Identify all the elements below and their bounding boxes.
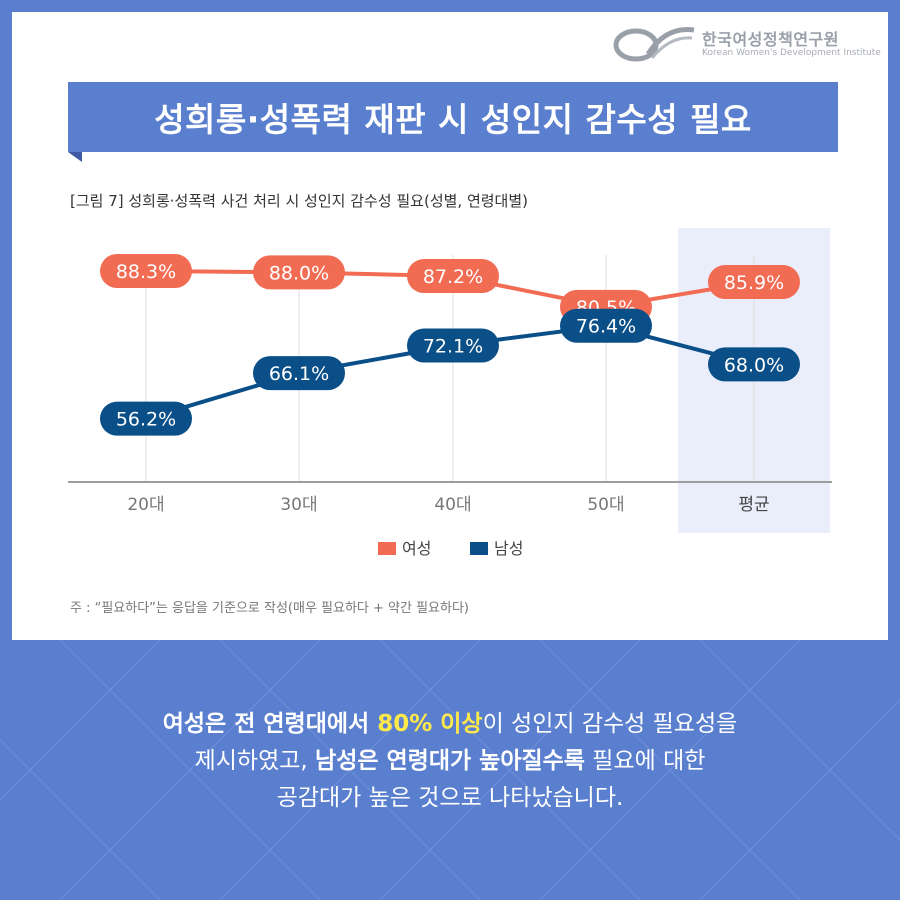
x-tick-label-0: 20대 xyxy=(127,495,164,515)
x-tick-label-4: 평균 xyxy=(738,495,769,515)
data-point-1-3 xyxy=(560,308,652,343)
x-tick-label-3: 50대 xyxy=(587,495,624,515)
data-point-0-0 xyxy=(100,254,192,288)
logo-name-en: Korean Women's Development Institute xyxy=(702,48,881,58)
data-label-0-2: 87.2% xyxy=(423,266,483,288)
summary-line-3: 공감대가 높은 것으로 나타났습니다. xyxy=(276,785,624,811)
kwdi-logo: 한국여성정책연구원 Korean Women's Development Ins… xyxy=(608,22,881,72)
legend-swatch-1 xyxy=(470,542,488,555)
summary-text: 여성은 전 연령대에서 80% 이상이 성인지 감수성 필요성을 제시하였고, … xyxy=(40,706,860,817)
data-point-1-4 xyxy=(708,347,800,382)
kwdi-logo-icon xyxy=(613,27,695,62)
data-label-0-4: 85.9% xyxy=(724,272,784,294)
summary-line-2: 제시하였고, 남성은 연령대가 높아질수록 필요에 대한 xyxy=(194,748,706,774)
logo-name-kr: 한국여성정책연구원 xyxy=(702,30,839,49)
page-title: 성희롱·성폭력 재판 시 성인지 감수성 필요 xyxy=(68,82,838,152)
x-tick-label-1: 30대 xyxy=(280,495,317,515)
data-label-1-0: 56.2% xyxy=(116,409,176,431)
legend-swatch-0 xyxy=(378,542,396,555)
data-label-1-2: 72.1% xyxy=(423,336,483,358)
summary-highlight: 80% 이상 xyxy=(377,711,483,737)
data-point-1-0 xyxy=(100,401,192,436)
legend-label-1: 남성 xyxy=(494,539,523,558)
x-tick-label-2: 40대 xyxy=(434,495,471,515)
data-point-0-2 xyxy=(407,259,499,294)
data-point-1-2 xyxy=(407,328,499,363)
title-fold-decoration xyxy=(68,152,82,162)
data-label-1-3: 76.4% xyxy=(576,316,636,338)
data-label-0-0: 88.3% xyxy=(116,261,176,283)
data-point-0-4 xyxy=(708,265,800,300)
data-point-1-1 xyxy=(253,356,345,391)
legend-label-0: 여성 xyxy=(402,539,431,558)
data-label-1-1: 66.1% xyxy=(269,363,329,385)
data-label-1-4: 68.0% xyxy=(724,354,784,376)
data-point-0-1 xyxy=(253,255,345,290)
summary-line-1: 여성은 전 연령대에서 80% 이상이 성인지 감수성 필요성을 xyxy=(162,711,738,737)
figure-caption: [그림 7] 성희롱·성폭력 사건 처리 시 성인지 감수성 필요(성별, 연령… xyxy=(70,192,529,210)
data-label-0-1: 88.0% xyxy=(269,262,329,284)
chart-note: 주 : “필요하다”는 응답을 기준으로 작성(매우 필요하다 + 약간 필요하… xyxy=(70,601,469,616)
